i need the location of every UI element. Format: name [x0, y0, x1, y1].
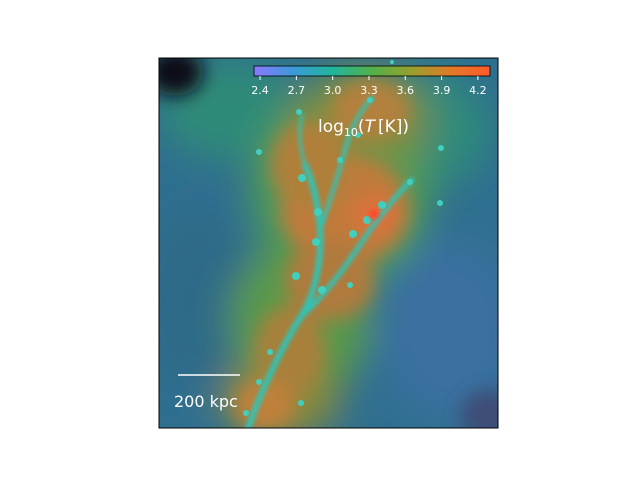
colorbar-tick-label: 3.6	[397, 84, 415, 97]
filament	[245, 96, 415, 428]
colorbar-ticks: 2.4 2.7 3.0 3.3 3.6 3.9 4.2	[251, 76, 487, 97]
halo-knot	[363, 216, 371, 224]
filament-branch-east	[297, 177, 415, 321]
colorbar-label-main: log	[318, 117, 344, 137]
halo-knot	[298, 174, 306, 182]
halo-knot	[296, 109, 302, 115]
colorbar-tick-label: 3.9	[433, 84, 451, 97]
map-frame	[158, 57, 499, 429]
hot-gas-layer	[235, 80, 410, 428]
halo-knot	[318, 286, 326, 294]
colorbar: 2.4 2.7 3.0 3.3 3.6 3.9 4.2 log10(T [K])	[251, 65, 491, 139]
halo-knot	[256, 379, 262, 385]
filament-branch-west	[298, 113, 307, 167]
colorbar-label-unit: [K])	[378, 117, 409, 137]
halo-knot	[292, 272, 300, 280]
halo-knot	[407, 179, 413, 185]
cool-edge-region	[460, 390, 498, 428]
map-panel: 2.4 2.7 3.0 3.3 3.6 3.9 4.2 log10(T [K]) 200 kp…	[159, 58, 498, 428]
colorbar-tick-label: 4.2	[469, 84, 487, 97]
halo-knot	[355, 132, 361, 138]
colorbar-gradient	[253, 65, 491, 77]
halo-knot	[314, 208, 322, 216]
halo-knot	[337, 157, 343, 163]
colorbar-tick-label: 2.4	[251, 84, 269, 97]
halo-knot	[312, 238, 320, 246]
halo-knot	[367, 97, 373, 103]
halo-knot	[438, 145, 444, 151]
halo-knot	[378, 201, 386, 209]
scale-bar-label: 200 kpc	[174, 392, 238, 411]
filament-main	[245, 162, 324, 428]
halo-knot	[256, 149, 262, 155]
halo-knot	[298, 400, 304, 406]
halo-knot	[437, 200, 443, 206]
halo-knot	[347, 282, 353, 288]
halo-knot	[267, 349, 273, 355]
halo-knot	[390, 60, 394, 64]
colorbar-tick-label: 2.7	[288, 84, 306, 97]
colorbar-tick-label: 3.0	[324, 84, 342, 97]
halo-knots	[243, 60, 444, 416]
halo-knot	[349, 230, 357, 238]
halo-knot	[243, 410, 249, 416]
colorbar-label: log10(T [K])	[318, 117, 409, 139]
colorbar-tick-label: 3.3	[360, 84, 378, 97]
scale-bar: 200 kpc	[174, 374, 240, 411]
filament-branch-north	[318, 96, 374, 232]
colorbar-label-open: (	[358, 117, 365, 137]
cold-corner-region	[159, 58, 203, 96]
hot-spot	[369, 209, 379, 219]
colorbar-label-sub: 10	[344, 126, 358, 139]
colorbar-label-var: T	[365, 117, 377, 137]
